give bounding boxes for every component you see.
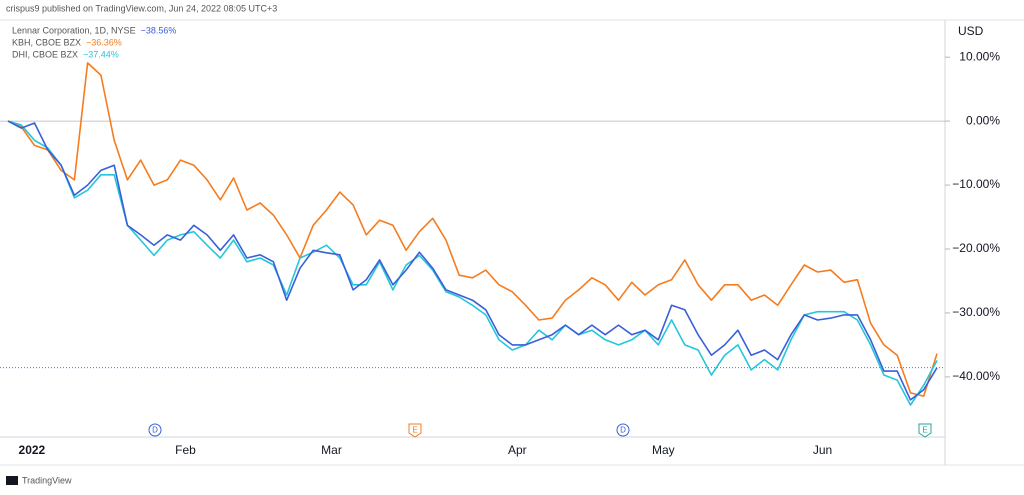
event-marker	[918, 423, 932, 438]
series-line	[7, 120, 938, 406]
y-tick-label: −40.00%	[952, 369, 1000, 383]
event-marker	[616, 423, 630, 437]
series-line	[7, 120, 938, 401]
y-tick-label: 0.00%	[966, 113, 1000, 127]
y-tick-label: −30.00%	[952, 305, 1000, 319]
chart-title: crispus9 published on TradingView.com, J…	[6, 3, 277, 13]
x-tick-label: 2022	[19, 443, 46, 457]
y-tick-label: −20.00%	[952, 241, 1000, 255]
x-tick-label: Jun	[813, 443, 832, 457]
x-tick-label: May	[652, 443, 675, 457]
y-tick-label: −10.00%	[952, 177, 1000, 191]
legend-value: −38.56%	[141, 25, 177, 35]
legend-label: DHI, CBOE BZX	[12, 49, 78, 59]
event-label: E	[412, 426, 417, 435]
event-label: E	[922, 426, 927, 435]
footer: TradingView	[22, 475, 72, 485]
event-marker	[148, 423, 162, 437]
x-tick-label: Mar	[321, 443, 342, 457]
logo	[6, 476, 18, 485]
legend-label: Lennar Corporation, 1D, NYSE	[12, 25, 136, 35]
event-label: D	[152, 426, 158, 435]
event-marker	[408, 423, 422, 438]
x-tick-label: Feb	[175, 443, 196, 457]
legend-label: KBH, CBOE BZX	[12, 37, 81, 47]
x-tick-label: Apr	[508, 443, 527, 457]
y-axis-label: USD	[958, 24, 984, 38]
y-tick-label: 10.00%	[959, 49, 1000, 63]
legend-value: −36.36%	[86, 37, 122, 47]
event-label: D	[620, 426, 626, 435]
series-line	[7, 62, 938, 397]
legend-value: −37.44%	[83, 49, 119, 59]
